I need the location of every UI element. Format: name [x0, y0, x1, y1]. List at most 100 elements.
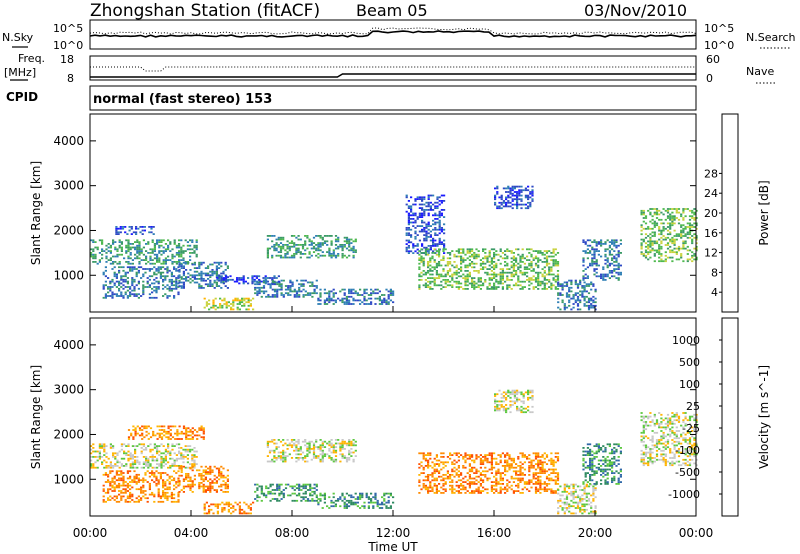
power-cell-r7 [350, 238, 353, 241]
velocity-cell-r8 [464, 459, 467, 462]
power-cell-r1 [175, 282, 178, 285]
power-cell-r4 [245, 308, 248, 311]
power-cell-r6 [309, 292, 312, 295]
velocity-cell-r7 [345, 492, 348, 495]
power-cell-r6 [295, 295, 299, 298]
power-cell-r12 [585, 285, 588, 287]
power-cell-r11 [511, 187, 514, 190]
power-cell-r13 [617, 279, 620, 281]
power-cell-r11 [494, 203, 497, 206]
power-cell-r11 [520, 200, 523, 202]
velocity-cell-r2 [104, 472, 107, 474]
power-cell-r4 [236, 306, 239, 309]
velocity-cell-r8 [429, 481, 432, 483]
velocity-cell-r7 [319, 492, 322, 495]
power-cell-r3 [182, 283, 185, 286]
power-cell-r10 [550, 270, 553, 272]
power-cell-r13 [615, 261, 618, 263]
power-cell-r14 [640, 233, 643, 236]
velocity-cell-r1 [202, 436, 205, 439]
power-cell-r13 [589, 244, 592, 247]
velocity-cell-r0 [175, 454, 178, 456]
velocity-cell-r5 [271, 498, 274, 500]
power-cell-r0 [147, 241, 150, 243]
velocity-cell-r7 [350, 499, 353, 502]
power-cell-r10 [550, 282, 553, 285]
velocity-cell-r2 [173, 479, 176, 482]
velocity-cell-r4 [221, 508, 224, 511]
power-cell-r6 [300, 279, 303, 282]
power-cell-r7 [345, 247, 349, 250]
velocity-cell-r5 [304, 499, 307, 502]
velocity-cell-r6 [268, 440, 272, 443]
power-cell-r14 [673, 208, 676, 210]
power-cell-r12 [570, 283, 573, 286]
velocity-cell-r2 [151, 472, 154, 474]
power-cell-r14 [649, 236, 652, 239]
power-cell-r1 [122, 275, 125, 278]
power-cell-r1 [133, 266, 136, 269]
power-cell-r9 [412, 221, 415, 224]
power-cell-r4 [225, 301, 228, 304]
power-cell-r7 [328, 254, 331, 257]
power-cell-r1 [111, 268, 114, 270]
power-cell-r7 [345, 236, 349, 239]
velocity-cell-r8 [446, 456, 449, 458]
power-cell-r1 [133, 293, 136, 296]
power-cell-r1 [155, 296, 158, 299]
power-cell-r1 [120, 278, 123, 281]
power-cell-r10 [497, 253, 500, 256]
velocity-cell-r8 [460, 479, 463, 482]
velocity-cell-r7 [337, 499, 340, 502]
power-cell-r10 [438, 273, 441, 276]
power-cell-r9 [425, 239, 428, 242]
velocity-cell-r5 [254, 483, 257, 486]
velocity-cell-r1 [134, 429, 137, 431]
velocity-cell-r2 [109, 495, 112, 498]
power-cell-r6 [280, 279, 283, 282]
velocity-cell-r0 [151, 457, 154, 460]
velocity-cell-r3 [187, 476, 190, 479]
power-cell-r0 [138, 241, 141, 243]
power-cell-r10 [537, 280, 540, 283]
power-cell-r0 [112, 261, 115, 263]
velocity-cell-r1 [138, 427, 142, 430]
velocity-cell-r0 [153, 447, 156, 449]
power-cell-r10 [497, 282, 500, 285]
power-cell-r3 [200, 276, 203, 278]
velocity-cell-r0 [101, 443, 104, 446]
velocity-cell-r6 [339, 444, 342, 447]
power-cell-r0 [175, 262, 178, 265]
velocity-cell-r8 [499, 459, 502, 462]
power-cell-r4 [205, 304, 208, 307]
velocity-cell-r8 [482, 463, 485, 465]
power-cell-r10 [495, 280, 498, 283]
power-cell-r10 [457, 268, 460, 270]
power-cell-r0 [112, 262, 115, 265]
power-cell-r13 [582, 264, 585, 267]
velocity-cell-r2 [144, 497, 147, 500]
power-cell-r11 [496, 185, 499, 188]
power-cell-r10 [460, 262, 463, 265]
velocity-cell-r6 [295, 460, 298, 463]
velocity-cell-r8 [501, 452, 504, 455]
power-cell-r10 [420, 271, 423, 274]
velocity-cell-r4 [221, 507, 224, 509]
velocity-cell-r5 [278, 494, 281, 497]
power-cell-r6 [265, 279, 268, 282]
power-cell-r6 [287, 288, 290, 291]
power-cell-r1 [146, 277, 149, 279]
power-cell-r13 [584, 277, 587, 279]
power-cell-r9 [421, 230, 424, 233]
power-cell-r10 [484, 266, 487, 269]
velocity-cell-r8 [462, 488, 465, 491]
velocity-cell-r8 [482, 481, 485, 483]
velocity-cell-r5 [262, 492, 266, 495]
velocity-cell-r8 [477, 470, 480, 473]
velocity-cell-r1 [132, 425, 135, 428]
power-cell-r10 [486, 268, 489, 270]
power-cell-r14 [653, 226, 656, 228]
power-cell-r13 [615, 239, 618, 242]
velocity-cell-r7 [392, 501, 395, 504]
power-cell-r10 [427, 271, 430, 274]
